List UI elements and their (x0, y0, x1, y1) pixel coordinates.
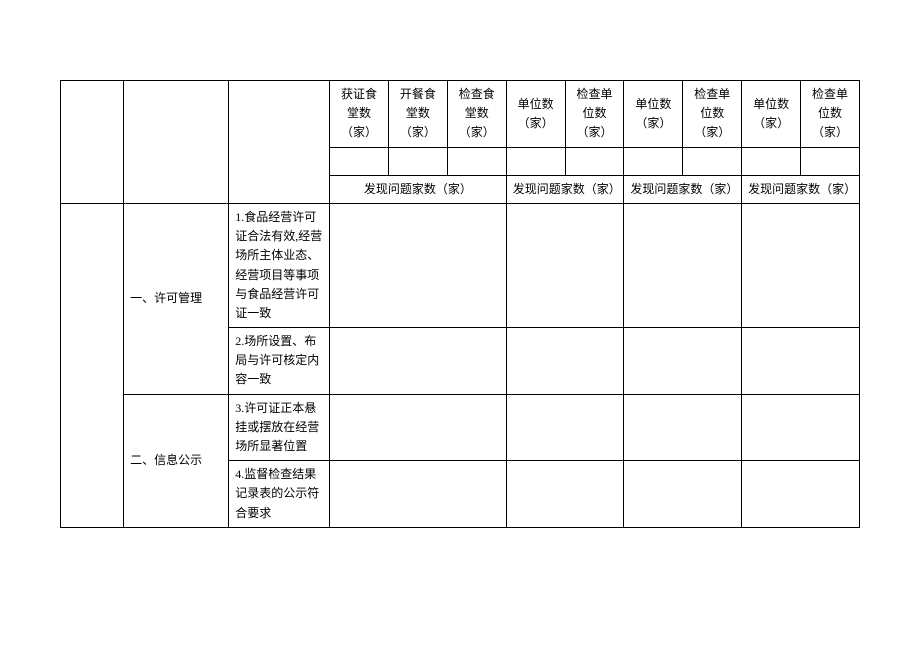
blank-r2c1 (330, 147, 389, 175)
s2i3-g1 (330, 394, 507, 461)
section2-row1: 二、信息公示 3.许可证正本悬挂或摆放在经营场所显著位置 (61, 394, 860, 461)
item3: 3.许可证正本悬挂或摆放在经营场所显著位置 (229, 394, 330, 461)
s2i4-g4 (742, 461, 860, 528)
problems-1: 发现问题家数（家） (330, 175, 507, 203)
blank-section-left (61, 203, 124, 527)
blank-r2c3 (447, 147, 506, 175)
header-row-1: 获证食堂数（家） 开餐食堂数（家） 检查食堂数（家） 单位数（家） 检查单位数（… (61, 81, 860, 148)
blank-r2c7 (683, 147, 742, 175)
s1i2-g2 (506, 328, 624, 395)
s1i1-g3 (624, 203, 742, 327)
s1i2-g1 (330, 328, 507, 395)
header-h1: 获证食堂数（家） (330, 81, 389, 148)
header-h4: 单位数（家） (506, 81, 565, 148)
blank-col2 (124, 81, 229, 204)
item2: 2.场所设置、布局与许可核定内容一致 (229, 328, 330, 395)
header-h2: 开餐食堂数（家） (388, 81, 447, 148)
problems-3: 发现问题家数（家） (624, 175, 742, 203)
item1: 1.食品经营许可证合法有效,经营场所主体业态、经营项目等事项与食品经营许可证一致 (229, 203, 330, 327)
header-h8: 单位数（家） (742, 81, 801, 148)
blank-r2c9 (801, 147, 860, 175)
section1-title: 一、许可管理 (124, 203, 229, 394)
s2i3-g3 (624, 394, 742, 461)
header-h5: 检查单位数（家） (565, 81, 624, 148)
inspection-table: 获证食堂数（家） 开餐食堂数（家） 检查食堂数（家） 单位数（家） 检查单位数（… (60, 80, 860, 528)
blank-col1 (61, 81, 124, 204)
s1i2-g3 (624, 328, 742, 395)
s2i4-g2 (506, 461, 624, 528)
s1i2-g4 (742, 328, 860, 395)
s1i1-g2 (506, 203, 624, 327)
header-h3: 检查食堂数（家） (447, 81, 506, 148)
blank-r2c5 (565, 147, 624, 175)
s2i4-g3 (624, 461, 742, 528)
section2-title: 二、信息公示 (124, 394, 229, 527)
s1i1-g4 (742, 203, 860, 327)
blank-r2c8 (742, 147, 801, 175)
header-h6: 单位数（家） (624, 81, 683, 148)
blank-r2c4 (506, 147, 565, 175)
blank-r2c2 (388, 147, 447, 175)
item4: 4.监督检查结果记录表的公示符合要求 (229, 461, 330, 528)
s2i3-g4 (742, 394, 860, 461)
problems-4: 发现问题家数（家） (742, 175, 860, 203)
header-h7: 检查单位数（家） (683, 81, 742, 148)
blank-r2c6 (624, 147, 683, 175)
blank-col3 (229, 81, 330, 204)
s1i1-g1 (330, 203, 507, 327)
s2i4-g1 (330, 461, 507, 528)
problems-2: 发现问题家数（家） (506, 175, 624, 203)
s2i3-g2 (506, 394, 624, 461)
header-h9: 检查单位数（家） (801, 81, 860, 148)
section1-row1: 一、许可管理 1.食品经营许可证合法有效,经营场所主体业态、经营项目等事项与食品… (61, 203, 860, 327)
